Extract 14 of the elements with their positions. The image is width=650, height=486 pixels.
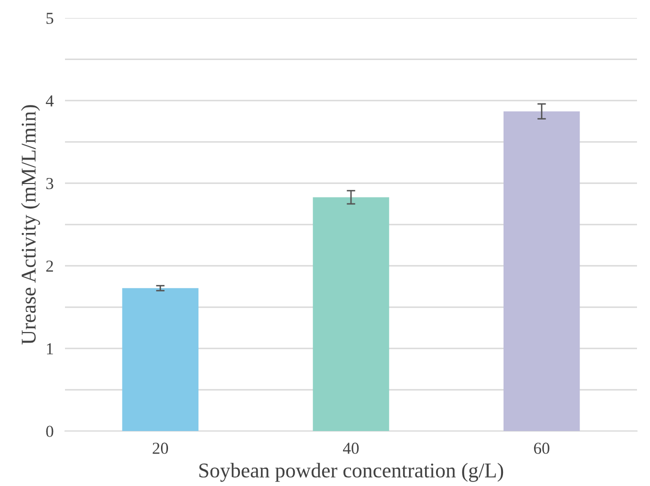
- y-tick-label: 4: [46, 95, 54, 106]
- x-tick-label: 20: [152, 442, 168, 454]
- bar: [122, 288, 198, 432]
- y-tick-label: 0: [46, 426, 54, 438]
- y-tick-label: 5: [46, 12, 54, 24]
- y-tick-label: 2: [46, 260, 53, 272]
- x-tick-label: 40: [342, 442, 359, 454]
- y-tick-label: 3: [46, 178, 54, 190]
- y-tick-label: 1: [47, 343, 53, 354]
- x-tick-label: 60: [534, 442, 550, 454]
- y-axis-title: Urease Activity (mM/L/min): [21, 105, 40, 344]
- x-axis-title: Soybean powder concentration (g/L): [199, 462, 504, 482]
- bar: [504, 111, 580, 432]
- bar: [312, 197, 390, 432]
